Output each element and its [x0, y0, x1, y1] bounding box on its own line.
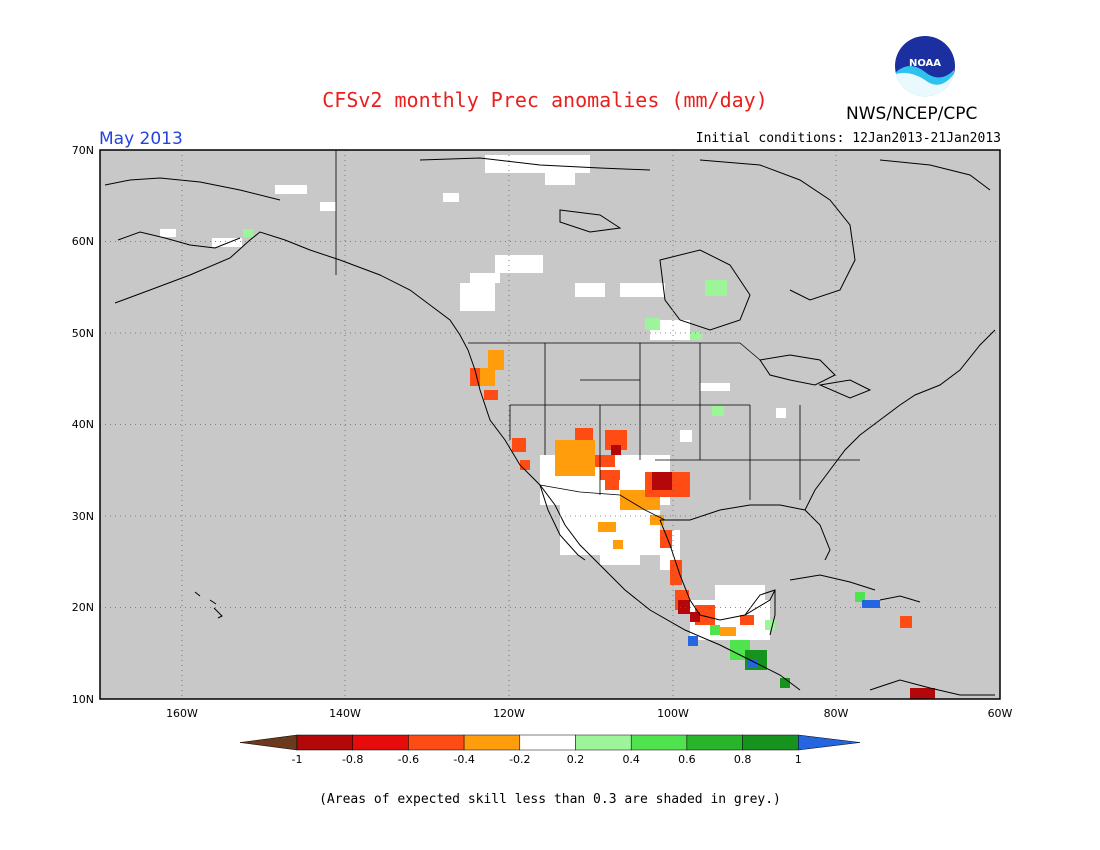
lat-labels: 70N 60N 50N 40N 30N 20N 10N — [72, 144, 94, 706]
lon-label: 60W — [988, 707, 1013, 720]
colorbar-arrow-left — [239, 734, 298, 751]
colorbar-tick-label: 0.6 — [678, 753, 696, 766]
colorbar-tick-label: -0.2 — [509, 753, 530, 766]
lon-label: 160W — [166, 707, 198, 720]
colorbar: -1 -0.8 -0.6 -0.4 -0.2 0.2 0.4 0.6 0.8 1 — [239, 734, 861, 766]
lon-label: 80W — [824, 707, 849, 720]
agency-label: NWS/NCEP/CPC — [846, 104, 978, 124]
colorbar-tick-label: -0.8 — [342, 753, 363, 766]
lat-label: 40N — [72, 418, 94, 431]
lon-label: 120W — [493, 707, 525, 720]
noaa-logo: NOAA — [895, 36, 955, 97]
valid-month-label: May 2013 — [99, 129, 183, 149]
colorbar-segment — [296, 734, 353, 751]
lat-label: 30N — [72, 510, 94, 523]
initial-conditions-label: Initial conditions: 12Jan2013-21Jan2013 — [695, 131, 1001, 146]
colorbar-tick-label: 0.8 — [734, 753, 752, 766]
lat-label: 60N — [72, 235, 94, 248]
colorbar-segment — [630, 734, 688, 751]
colorbar-segment — [575, 734, 632, 751]
colorbar-arrow-right — [798, 734, 861, 751]
anomaly-field — [160, 155, 935, 699]
colorbar-segment — [408, 734, 465, 751]
lon-label: 140W — [329, 707, 361, 720]
map-frame — [99, 149, 1001, 700]
lon-labels: 160W 140W 120W 100W 80W 60W — [166, 707, 1012, 720]
colorbar-segment — [519, 734, 576, 751]
graticule — [100, 150, 1000, 699]
colorbar-segment — [463, 734, 521, 751]
lat-label: 50N — [72, 327, 94, 340]
colorbar-tick-label: 1 — [795, 753, 802, 766]
footnote: (Areas of expected skill less than 0.3 a… — [319, 792, 781, 807]
colorbar-tick-label: -1 — [292, 753, 303, 766]
colorbar-tick-label: -0.4 — [453, 753, 474, 766]
colorbar-tick-label: 0.2 — [567, 753, 585, 766]
lat-label: 70N — [72, 144, 94, 157]
colorbar-segment — [686, 734, 743, 751]
lat-label: 10N — [72, 693, 94, 706]
lat-label: 20N — [72, 601, 94, 614]
chart-title: CFSv2 monthly Prec anomalies (mm/day) — [322, 88, 768, 112]
colorbar-tick-label: 0.4 — [622, 753, 640, 766]
lon-label: 100W — [657, 707, 689, 720]
coastlines — [104, 157, 996, 696]
colorbar-segment — [742, 734, 799, 751]
colorbar-segment — [352, 734, 409, 751]
colorbar-tick-label: -0.6 — [398, 753, 419, 766]
political-borders — [335, 150, 860, 521]
svg-text:NOAA: NOAA — [909, 58, 941, 69]
